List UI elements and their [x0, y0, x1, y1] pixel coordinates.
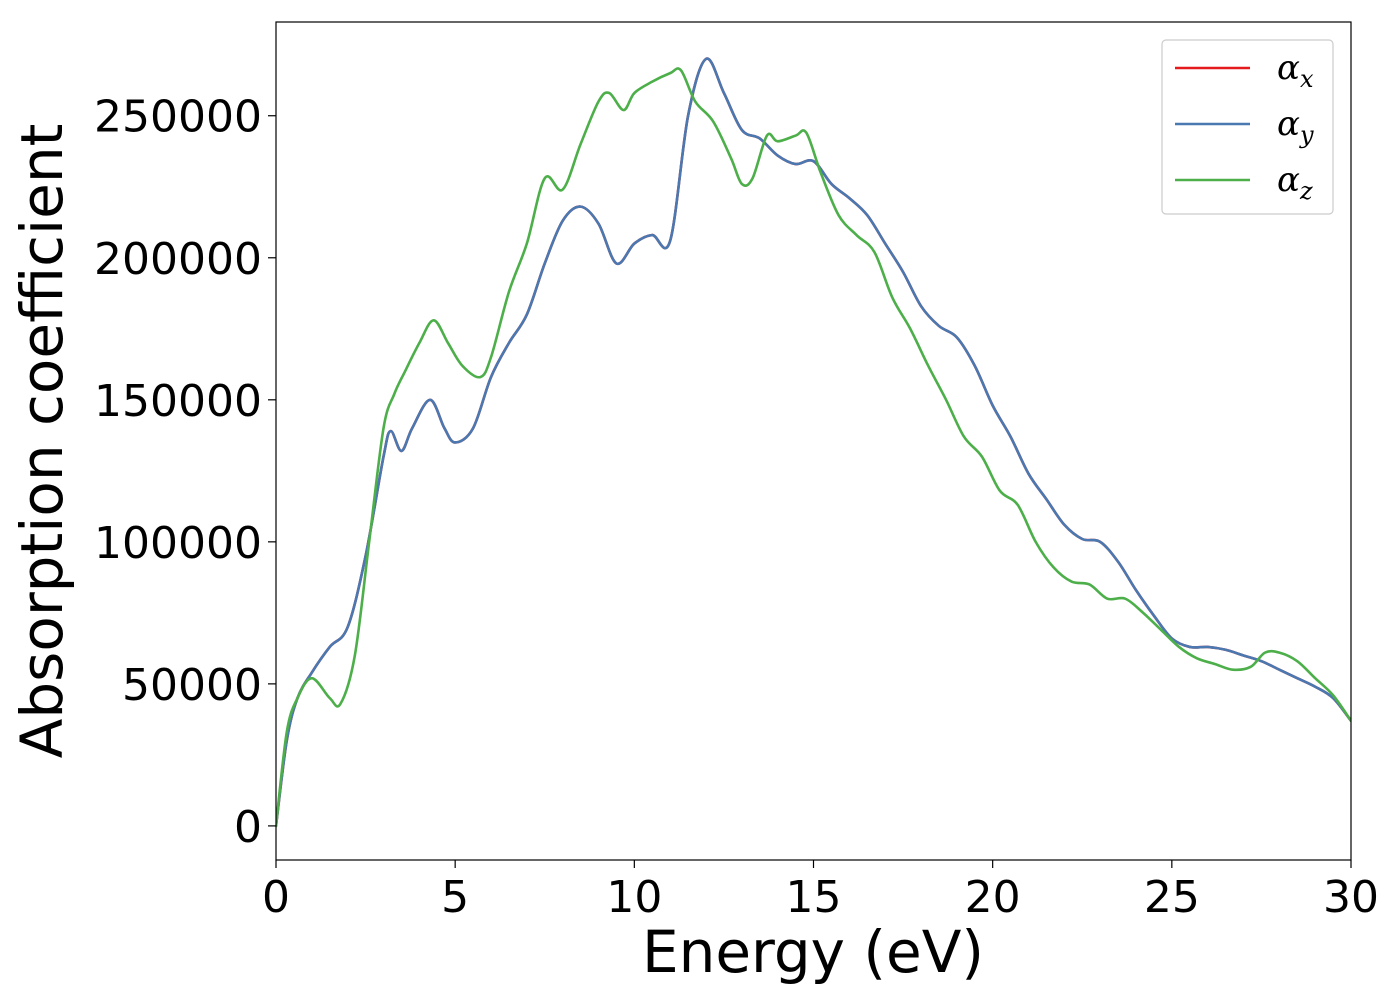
- x-tick-label: 30: [1323, 872, 1379, 923]
- x-tick-label: 5: [441, 872, 469, 923]
- x-tick-label: 25: [1144, 872, 1200, 923]
- x-tick-label: 20: [965, 872, 1021, 923]
- legend-subscript-y: y: [1299, 121, 1314, 149]
- y-axis-title: Absorption coefficient: [8, 124, 76, 759]
- legend-box: [1161, 39, 1334, 215]
- y-tick-label: 150000: [94, 376, 262, 427]
- y-tick-label: 250000: [94, 92, 262, 143]
- y-tick-label: 50000: [122, 660, 262, 711]
- series-line-y: [276, 57, 1351, 828]
- y-tick-label: 200000: [94, 234, 262, 285]
- y-tick-label: 0: [234, 802, 262, 853]
- x-tick-label: 15: [786, 872, 842, 923]
- y-axis: 0 50000 100000 150000 200000 250000: [94, 92, 276, 853]
- legend-subscript-z: z: [1299, 177, 1313, 205]
- y-tick-label: 100000: [94, 518, 262, 569]
- x-tick-label: 10: [606, 872, 662, 923]
- series-layer: [276, 57, 1351, 828]
- x-axis: 0 5 10 15 20 25 30: [262, 860, 1379, 923]
- legend-subscript-x: x: [1300, 65, 1314, 93]
- x-axis-title: Energy (eV): [642, 918, 984, 986]
- series-line-z: [276, 67, 1351, 828]
- x-tick-label: 0: [262, 872, 290, 923]
